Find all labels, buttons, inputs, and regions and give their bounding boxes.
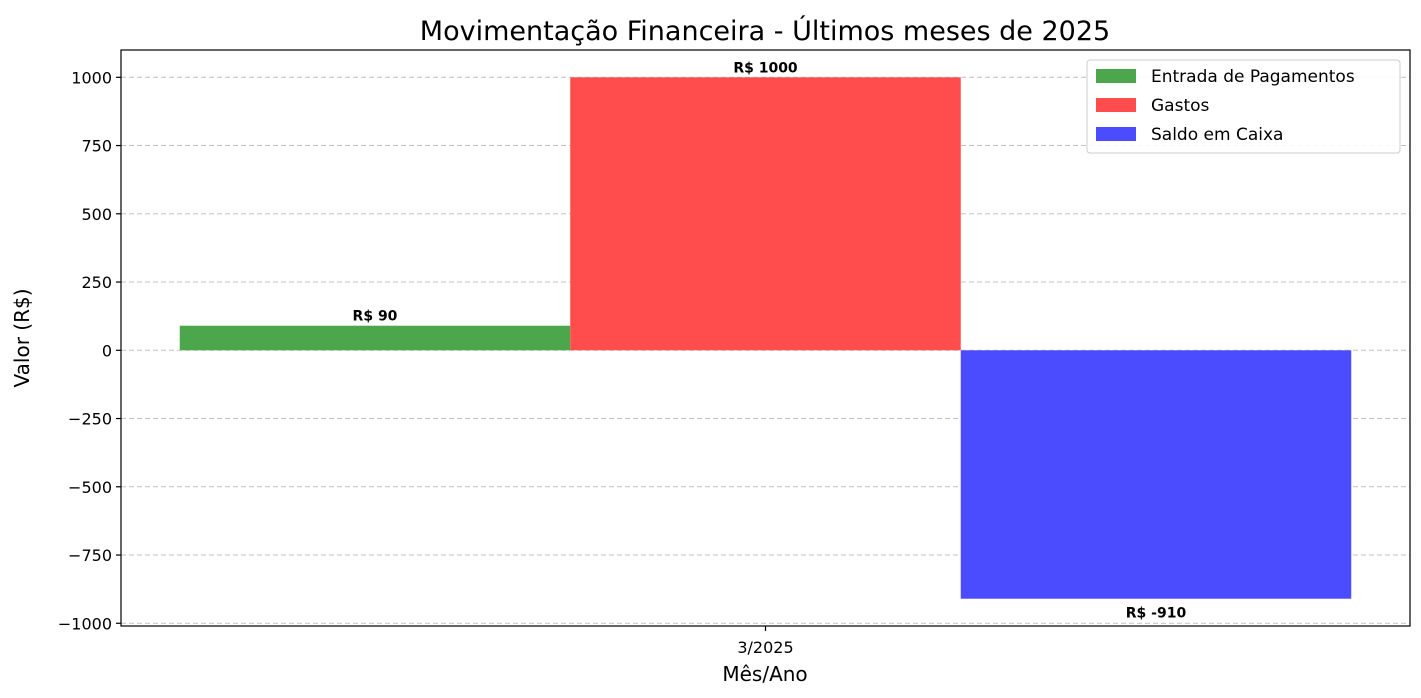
- legend-label: Entrada de Pagamentos: [1151, 67, 1355, 87]
- data-label-2: R$ 1000: [733, 60, 798, 76]
- y-tick-label: −750: [68, 546, 112, 565]
- chart-title: Movimentação Financeira - Últimos meses …: [420, 15, 1110, 47]
- y-tick-label: −1000: [58, 614, 112, 633]
- bars: [179, 77, 1352, 599]
- y-axis-ticks: −1000 −750 −500 −250 0 250 500 750 1000: [58, 68, 121, 633]
- y-axis-label: Valor (R$): [10, 289, 34, 388]
- x-axis-label: Mês/Ano: [722, 662, 807, 686]
- data-label-3: R$ -910: [1126, 606, 1187, 622]
- y-tick-label: −250: [68, 410, 112, 429]
- x-axis-ticks: 3/2025: [737, 626, 794, 657]
- y-tick-label: −500: [68, 478, 112, 497]
- legend-swatch: [1096, 127, 1136, 141]
- legend: Entrada de Pagamentos Gastos Saldo em Caix…: [1086, 59, 1401, 154]
- legend-label: Gastos: [1151, 96, 1210, 116]
- y-tick-label: 250: [81, 273, 112, 292]
- bar-3: [960, 350, 1352, 599]
- legend-swatch: [1096, 98, 1136, 112]
- y-tick-label: 0: [102, 341, 112, 360]
- y-tick-label: 750: [81, 137, 112, 156]
- bar-2: [570, 77, 961, 351]
- bar-1: [179, 325, 571, 351]
- legend-label: Saldo em Caixa: [1151, 125, 1283, 145]
- data-labels: R$ 90 R$ 1000 R$ -910: [353, 60, 1187, 621]
- y-tick-label: 1000: [71, 68, 112, 87]
- legend-box: [1086, 59, 1401, 154]
- legend-swatch: [1096, 69, 1136, 83]
- y-tick-label: 500: [81, 205, 112, 224]
- x-tick-label: 3/2025: [737, 638, 793, 657]
- data-label-1: R$ 90: [353, 309, 398, 325]
